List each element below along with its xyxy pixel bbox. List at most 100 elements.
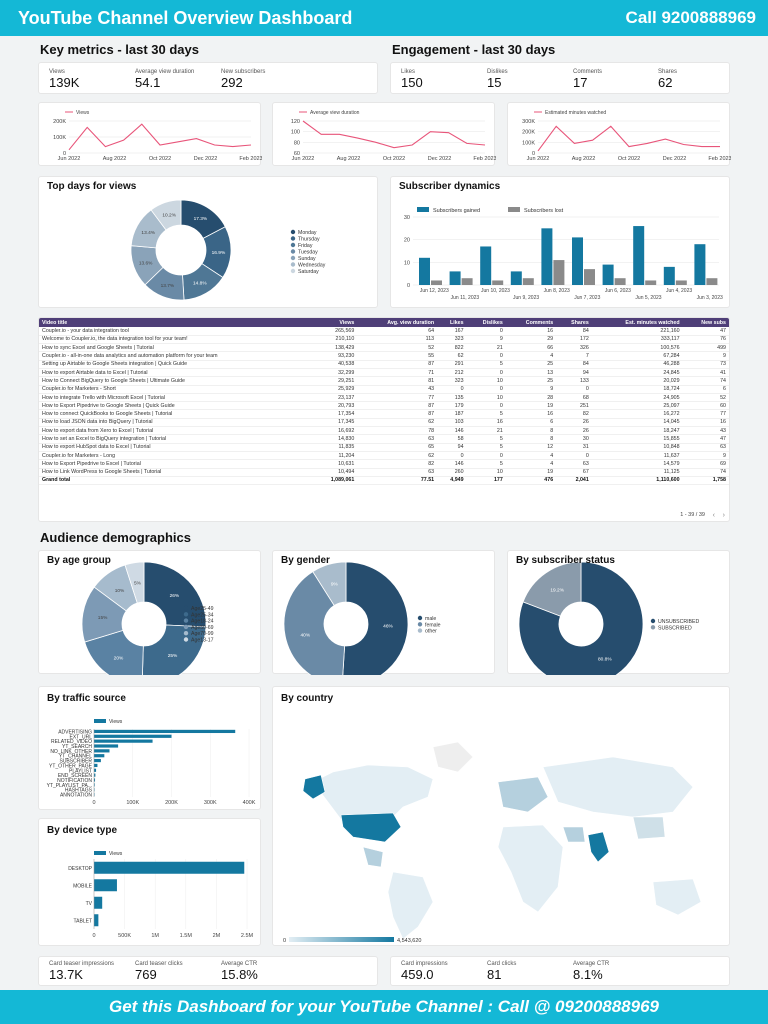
- table-cell: 63: [357, 468, 438, 477]
- table-cell: 9: [682, 451, 729, 461]
- table-cell: 74: [682, 376, 729, 386]
- table-cell: 333,117: [591, 335, 683, 345]
- table-cell: 0: [556, 451, 592, 461]
- kpi-teaser-ctr: Average CTR 15.8%: [221, 961, 258, 982]
- table-cell: 16: [505, 409, 557, 419]
- usa-shape: [340, 812, 402, 843]
- table-cell: 0: [437, 385, 467, 394]
- table-cell: 24,905: [591, 393, 683, 403]
- table-cell: 30: [556, 434, 592, 444]
- color-scale: [289, 937, 394, 942]
- table-cell: 81: [357, 376, 438, 386]
- y-tick-label: 200K: [53, 119, 66, 125]
- x-tick-label: Feb 2023: [708, 156, 731, 162]
- table-cell: 74: [682, 468, 729, 477]
- table-cell: How to set an Excel to BigQuery integrat…: [39, 434, 313, 444]
- donut-slice: [341, 561, 409, 687]
- south-america-shape: [387, 871, 434, 940]
- bar: [694, 244, 706, 285]
- table-cell: 26: [556, 418, 592, 428]
- table-cell: 16: [505, 327, 557, 336]
- table-header-row: Video title Views Avg. view duration Likes D…: [39, 318, 729, 327]
- x-tick-label: Jun 2022: [527, 156, 550, 162]
- x-tick-label: Jun 3, 2023: [697, 295, 723, 301]
- table-cell: 41: [682, 368, 729, 378]
- table-cell: 21: [466, 343, 506, 353]
- legend-label: Wednesday: [298, 263, 326, 269]
- table-header-cell[interactable]: Avg. view duration: [357, 318, 438, 327]
- x-tick-label: 2M: [213, 933, 221, 939]
- bar: [94, 734, 172, 738]
- table-header-cell[interactable]: Comments: [505, 318, 557, 327]
- table-cell: 29,251: [312, 376, 358, 386]
- legend-swatch: [417, 622, 423, 627]
- header-bar: YouTube Channel Overview Dashboard Call …: [0, 0, 768, 36]
- table-header-cell[interactable]: Dislikes: [466, 318, 506, 327]
- table-cell: 28: [505, 393, 557, 403]
- table-cell: 172: [556, 335, 592, 345]
- table-cell: How to export data from Xero to Excel | …: [39, 426, 313, 436]
- kpi-shares: Shares 62: [658, 69, 677, 90]
- bar: [663, 266, 675, 285]
- x-tick-label: 2.5M: [241, 933, 254, 939]
- map-countries: [302, 741, 702, 940]
- legend-label: Age25-34: [191, 612, 214, 618]
- kpi-label: Card clicks: [487, 961, 517, 967]
- prev-page-icon[interactable]: ‹: [712, 512, 715, 519]
- table-cell: 17,354: [312, 409, 358, 419]
- legend-swatch: [183, 612, 189, 617]
- bar: [645, 280, 657, 285]
- category-label: YT_OTHER_PAGE: [49, 763, 93, 769]
- table-header-cell[interactable]: Video title: [39, 318, 313, 327]
- table-header-cell[interactable]: New subs: [682, 318, 729, 327]
- category-label: END_SCREEN: [58, 773, 93, 779]
- table-row: How to export Airtable data to Excel | T…: [39, 368, 729, 378]
- table-header-cell[interactable]: Shares: [556, 318, 592, 327]
- table-cell: 4,949: [437, 476, 467, 486]
- table-cell: 14,579: [591, 459, 683, 469]
- footer-bar[interactable]: Get this Dashboard for your YouTube Chan…: [0, 990, 768, 1024]
- table-header-cell[interactable]: Likes: [437, 318, 467, 327]
- x-tick-label: Oct 2022: [618, 156, 640, 162]
- mexico-shape: [362, 846, 384, 868]
- legend-swatch: [183, 618, 189, 623]
- y-tick-label: 0: [63, 151, 66, 157]
- kpi-value: 62: [658, 75, 673, 90]
- bar: [706, 278, 718, 285]
- kpi-avd: Average view duration 54.1: [135, 69, 194, 90]
- x-tick-label: Jun 4, 2023: [666, 288, 692, 294]
- table-cell: 25,097: [591, 401, 683, 411]
- kpi-teaser-impressions: Card teaser impressions 13.7K: [49, 961, 114, 982]
- donut-slice: [283, 571, 346, 687]
- footer-cta[interactable]: Get this Dashboard for your YouTube Chan…: [108, 997, 660, 1016]
- table-cell: 6: [682, 385, 729, 394]
- bar: [541, 228, 553, 285]
- category-label: PLAYLIST: [69, 768, 92, 774]
- kpi-value: 139K: [49, 75, 80, 90]
- table-cell: 11,835: [312, 443, 358, 452]
- table-cell: 62: [357, 451, 438, 461]
- table-header-cell[interactable]: Views: [312, 318, 358, 327]
- sub-dyn-chart: Subscribers gained Subscribers lost 0 10 20 3…: [404, 207, 723, 301]
- donut-slice: [312, 561, 347, 606]
- table-cell: 84: [556, 360, 592, 370]
- table-cell: How to connect QuickBooks to Google Shee…: [39, 409, 313, 419]
- next-page-icon[interactable]: ›: [722, 512, 725, 519]
- table-cell: 52: [682, 393, 729, 403]
- legend-swatch: [417, 628, 423, 633]
- legend-swatch: [417, 615, 423, 621]
- table-cell: 47: [682, 434, 729, 444]
- gender-title: By gender: [281, 555, 330, 566]
- table-cell: Grand total: [39, 476, 313, 486]
- top-days-title: Top days for views: [47, 181, 137, 192]
- section-engagement: Engagement - last 30 days: [392, 42, 556, 57]
- x-tick-label: Jun 7, 2023: [574, 295, 600, 301]
- table-cell: Coupler.io - your data integration tool: [39, 327, 313, 336]
- y-tick-label: 100K: [53, 135, 66, 141]
- slice-label: 13.4%: [141, 230, 155, 236]
- table-cell: 100,576: [591, 343, 683, 353]
- table-header-cell[interactable]: Est. minutes watched: [591, 318, 683, 327]
- table-cell: 77: [357, 393, 438, 403]
- table-cell: 113: [357, 335, 438, 345]
- slice-label: 9%: [331, 582, 339, 588]
